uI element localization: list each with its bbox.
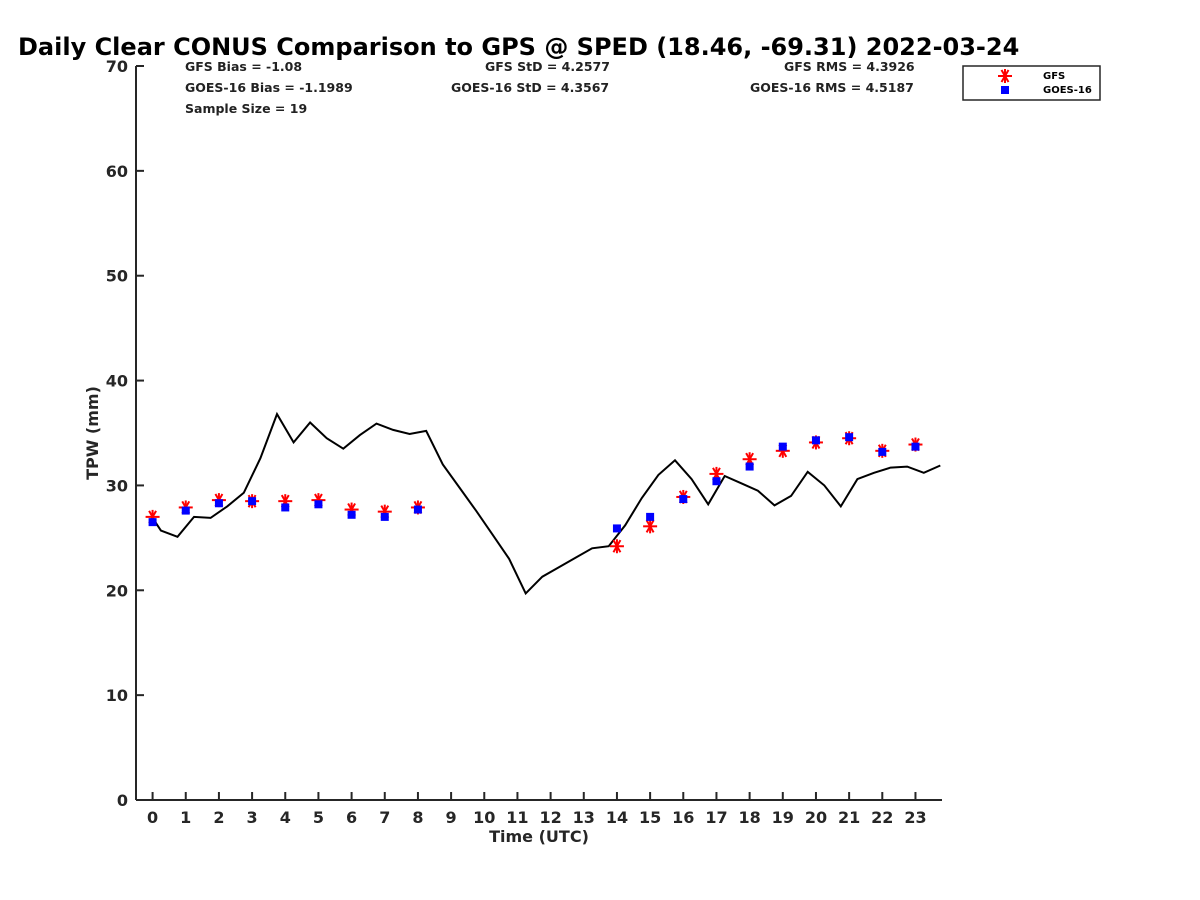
legend-label-goes: GOES-16	[1043, 85, 1092, 96]
goes-16-point	[148, 518, 157, 527]
y-tick-label: 30	[106, 476, 128, 495]
stat-goes-rms: GOES-16 RMS = 4.5187	[750, 80, 914, 95]
goes-16-point	[778, 442, 787, 451]
y-tick-label: 0	[117, 791, 128, 810]
goes-16-point	[612, 524, 621, 533]
x-tick-label: 4	[280, 808, 291, 827]
x-tick-label: 14	[606, 808, 628, 827]
y-tick-label: 50	[106, 267, 128, 286]
stat-goes-std: GOES-16 StD = 4.3567	[451, 80, 609, 95]
goes-16-point	[811, 436, 820, 445]
legend-box	[962, 65, 1101, 101]
goes-16-point	[845, 433, 854, 442]
legend-gfs-marker	[998, 69, 1012, 83]
y-axis-label: TPW (mm)	[83, 386, 102, 480]
stat-gfs-rms: GFS RMS = 4.3926	[784, 59, 915, 74]
goes-16-point	[314, 500, 323, 509]
goes-16-point	[878, 447, 887, 456]
stat-sample-size: Sample Size = 19	[185, 101, 307, 116]
goes-16-point	[646, 512, 655, 521]
gfs-point	[609, 539, 624, 554]
legend: GFS GOES-16	[962, 65, 1101, 101]
x-tick-label: 9	[446, 808, 457, 827]
series-layer	[145, 411, 941, 596]
axes	[135, 66, 942, 801]
x-tick-label: 15	[639, 808, 661, 827]
goes-16-point	[679, 495, 688, 504]
x-tick-label: 20	[805, 808, 827, 827]
y-tick-label: 10	[106, 686, 128, 705]
goes-16-point	[181, 506, 190, 515]
y-tick-label: 20	[106, 581, 128, 600]
x-tick-label: 3	[247, 808, 258, 827]
x-tick-label: 21	[838, 808, 860, 827]
goes-16-point	[347, 510, 356, 519]
x-tick-label: 1	[180, 808, 191, 827]
x-tick-label: 5	[313, 808, 324, 827]
x-tick-label: 12	[539, 808, 561, 827]
x-tick-label: 10	[473, 808, 495, 827]
x-tick-label: 22	[871, 808, 893, 827]
x-tick-label: 0	[147, 808, 158, 827]
goes-16-point	[911, 442, 920, 451]
x-axis-label: Time (UTC)	[489, 827, 589, 846]
stat-gfs-bias: GFS Bias = -1.08	[185, 59, 302, 74]
chart-title: Daily Clear CONUS Comparison to GPS @ SP…	[18, 33, 1019, 61]
legend-goes-marker	[1001, 86, 1009, 94]
gfs-point	[643, 519, 658, 534]
y-ticks: 0 10 20 30 40 50 60 70	[106, 57, 144, 810]
x-tick-label: 13	[573, 808, 595, 827]
x-tick-label: 19	[772, 808, 794, 827]
stat-gfs-std: GFS StD = 4.2577	[485, 59, 610, 74]
x-tick-label: 16	[672, 808, 694, 827]
x-tick-label: 23	[904, 808, 926, 827]
stat-goes-bias: GOES-16 Bias = -1.1989	[185, 80, 353, 95]
x-ticks: 0 1 2 3 4 5 6 7 8 9 10 11 12 13 14 15 16 17 18 19 20 21 22 23	[147, 792, 927, 827]
y-tick-label: 40	[106, 372, 128, 391]
x-tick-label: 7	[379, 808, 390, 827]
goes-16-point	[281, 503, 290, 512]
goes-16-point	[413, 505, 422, 514]
goes-16-point	[745, 462, 754, 471]
x-tick-label: 18	[738, 808, 760, 827]
legend-label-gfs: GFS	[1043, 71, 1065, 82]
goes-16-point	[214, 499, 223, 508]
gps-tpw-line	[151, 411, 941, 596]
y-tick-label: 60	[106, 162, 128, 181]
x-tick-label: 2	[213, 808, 224, 827]
legend-gfs-asterisk	[998, 69, 1012, 83]
goes-16-point	[712, 477, 721, 486]
x-tick-label: 11	[506, 808, 528, 827]
x-tick-label: 17	[705, 808, 727, 827]
y-tick-label: 70	[106, 57, 128, 76]
x-tick-label: 8	[412, 808, 423, 827]
x-tick-label: 6	[346, 808, 357, 827]
goes-16-point	[248, 497, 257, 506]
goes-16-point	[380, 512, 389, 521]
